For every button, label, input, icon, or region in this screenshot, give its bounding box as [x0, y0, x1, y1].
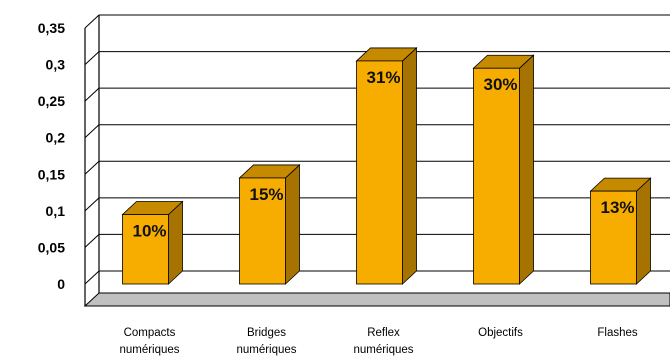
x-axis-labels: Compacts numériques Bridges numériques Refle… [119, 327, 637, 356]
y-tick-label: 0 [57, 276, 65, 292]
bar [355, 46, 418, 285]
x-tick-label: Compacts numériques [119, 327, 179, 356]
gridline-depth [84, 14, 100, 29]
gridline-depth [84, 160, 100, 175]
data-label: 31% [366, 68, 400, 87]
bar-front [356, 60, 403, 285]
chart-floor [83, 292, 670, 307]
gridline-depth [84, 270, 100, 285]
data-label: 30% [483, 75, 517, 94]
bar-side [285, 164, 300, 285]
bar-side [168, 200, 183, 285]
floor-shadow [83, 292, 670, 307]
gridline-depth [84, 234, 100, 248]
y-tick-label: 0,35 [38, 20, 65, 36]
x-tick-label: Objectifs [478, 327, 523, 339]
bar [121, 200, 184, 285]
x-tick-label: Reflex numériques [353, 327, 413, 356]
data-label: 15% [249, 185, 283, 204]
bar-side [636, 177, 651, 285]
y-tick-label: 0,25 [38, 93, 65, 109]
x-tick-label: Bridges numériques [236, 327, 296, 356]
y-tick-label: 0,2 [46, 130, 66, 146]
y-tick-label: 0,1 [46, 203, 66, 219]
gridline-depth [84, 124, 100, 139]
bar-front [239, 177, 286, 285]
gridline-depth [84, 87, 100, 102]
y-tick-label: 0,3 [46, 57, 66, 73]
y-tick-label: 0,05 [38, 239, 65, 255]
data-labels: 10% 15% 31% 30% 13% [132, 68, 634, 241]
data-label: 13% [600, 198, 634, 217]
bars [121, 46, 652, 285]
gridline-depth [84, 197, 100, 212]
data-label: 10% [132, 222, 166, 241]
bar-front [590, 190, 637, 285]
bar-side [519, 54, 534, 285]
bar-front [473, 67, 520, 285]
bar [238, 164, 301, 285]
bar-side [402, 46, 417, 285]
x-tick-label: Flashes [597, 327, 638, 339]
bar [589, 177, 652, 285]
y-axis: 0 0,05 0,1 0,15 0,2 0,25 0,3 0,35 [38, 15, 100, 306]
y-tick-label: 0,15 [38, 166, 65, 182]
bar [472, 54, 535, 285]
gridline-depth [84, 51, 100, 65]
bar-front [122, 214, 169, 285]
